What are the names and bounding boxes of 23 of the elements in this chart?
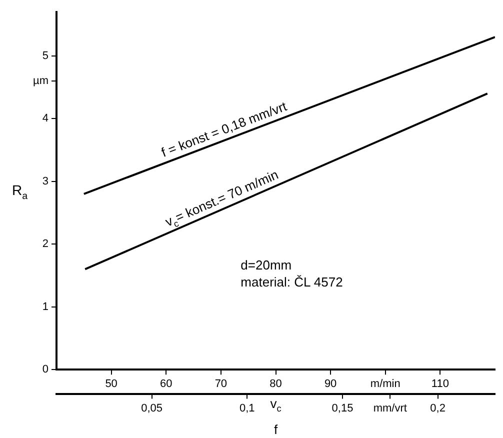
x2-tick-label: 0,1 — [240, 402, 255, 414]
y-tick-label: 4 — [42, 112, 48, 125]
text: f = konst = 0,18 mm/vrt — [159, 98, 290, 160]
annotation: d=20mm — [240, 257, 292, 272]
x-tick-label: 110 — [431, 378, 449, 390]
x-tick-label: 60 — [160, 378, 172, 390]
y-tick-label: 1 — [42, 300, 48, 313]
x2-axis-title: f — [274, 422, 278, 437]
x-tick-label: m/min — [370, 378, 400, 390]
y-tick-label: µm — [32, 75, 48, 88]
x2-tick-label: 0,2 — [430, 402, 446, 414]
y-tick-label: 0 — [42, 364, 48, 376]
y-tick-label: 2 — [42, 238, 48, 250]
y-tick-label: 5 — [42, 50, 48, 62]
y-tick-label: 3 — [42, 175, 48, 188]
x-tick-label: 80 — [270, 378, 282, 390]
x2-tick-label: 0,15 — [332, 402, 354, 414]
x-tick-label: 70 — [214, 378, 228, 390]
x2-tick-label: mm/vrt — [373, 402, 407, 414]
annotation: material: ČL 4572 — [240, 274, 343, 290]
x-tick-label: 50 — [105, 378, 118, 390]
x-tick-label: 90 — [324, 378, 337, 390]
x2-tick-label: 0,05 — [141, 402, 163, 414]
